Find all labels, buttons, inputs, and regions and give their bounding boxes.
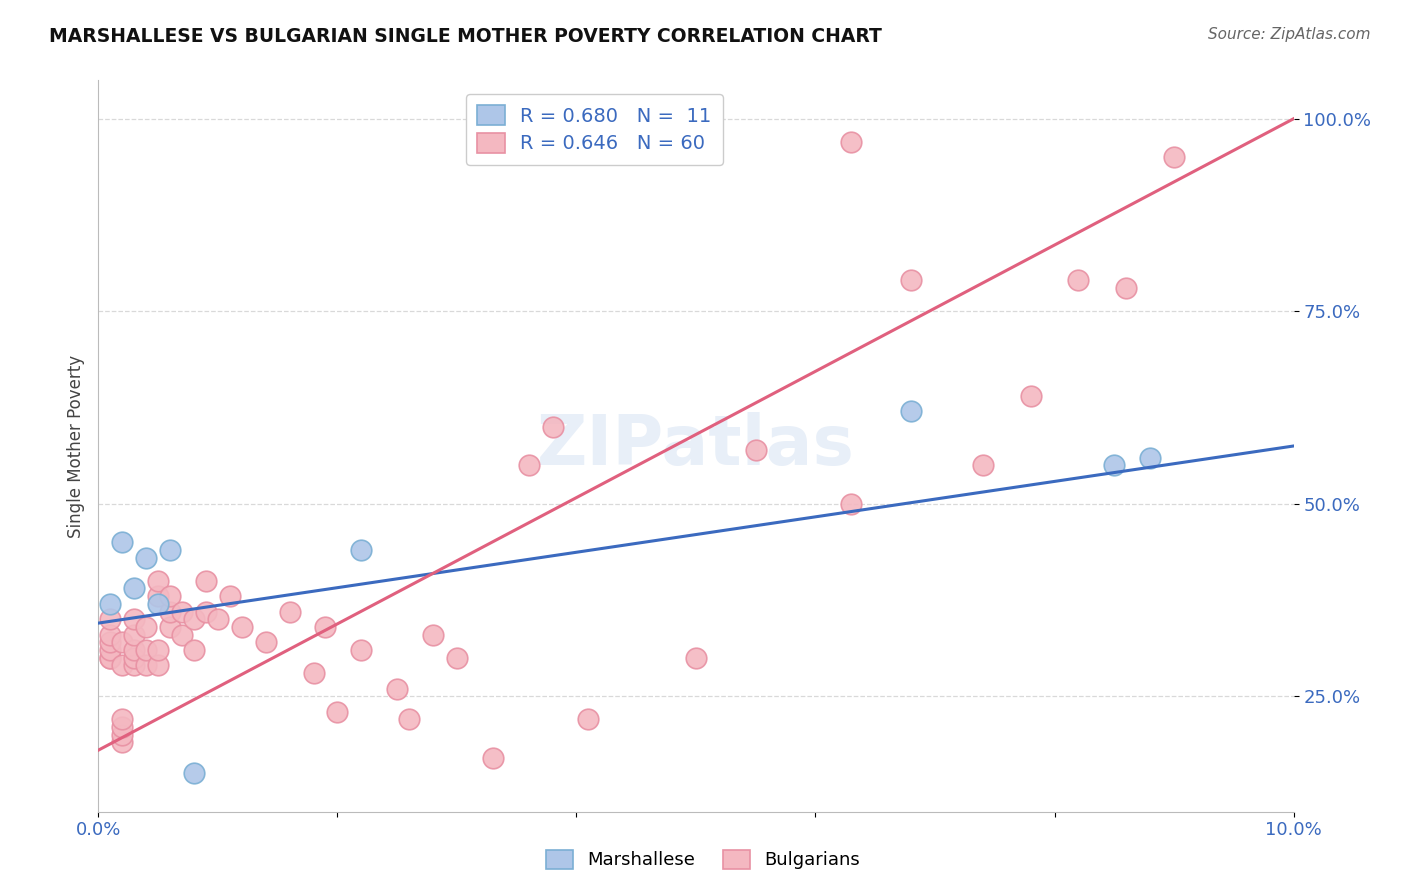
Point [900, 273, 922, 287]
Point [124, 612, 146, 626]
Point [135, 550, 157, 565]
Point [1163, 150, 1185, 164]
Point [207, 612, 229, 626]
Point [231, 620, 253, 634]
Point [124, 650, 146, 665]
Point [183, 766, 205, 780]
Point [135, 620, 157, 634]
Point [219, 589, 242, 603]
Point [111, 720, 134, 734]
Point [111, 735, 134, 749]
Point [1139, 450, 1161, 465]
Point [350, 543, 373, 558]
Point [517, 458, 540, 473]
Point [124, 643, 146, 657]
Point [111, 535, 134, 549]
Point [172, 605, 194, 619]
Point [148, 589, 170, 603]
Point [148, 574, 170, 588]
Point [111, 658, 134, 673]
Point [148, 643, 170, 657]
Text: ZIPatlas: ZIPatlas [537, 412, 855, 480]
Legend: R = 0.680   N =  11, R = 0.646   N = 60: R = 0.680 N = 11, R = 0.646 N = 60 [465, 94, 723, 165]
Point [541, 419, 564, 434]
Point [124, 627, 146, 641]
Point [135, 643, 157, 657]
Point [159, 605, 181, 619]
Point [148, 597, 170, 611]
Point [98, 612, 122, 626]
Point [446, 650, 468, 665]
Point [1067, 273, 1090, 287]
Point [195, 574, 218, 588]
Point [98, 597, 122, 611]
Point [159, 589, 181, 603]
Point [278, 605, 301, 619]
Point [578, 712, 600, 726]
Point [172, 627, 194, 641]
Point [98, 650, 122, 665]
Point [98, 635, 122, 649]
Point [124, 582, 146, 596]
Point [195, 605, 218, 619]
Point [685, 650, 707, 665]
Point [183, 612, 205, 626]
Text: Source: ZipAtlas.com: Source: ZipAtlas.com [1208, 27, 1371, 42]
Point [385, 681, 409, 696]
Text: MARSHALLESE VS BULGARIAN SINGLE MOTHER POVERTY CORRELATION CHART: MARSHALLESE VS BULGARIAN SINGLE MOTHER P… [49, 27, 882, 45]
Point [148, 658, 170, 673]
Point [745, 442, 768, 457]
Point [900, 404, 922, 418]
Legend: Marshallese, Bulgarians: Marshallese, Bulgarians [537, 841, 869, 879]
Point [422, 627, 444, 641]
Point [1019, 389, 1042, 403]
Point [111, 712, 134, 726]
Point [159, 543, 181, 558]
Point [1115, 281, 1137, 295]
Point [841, 135, 863, 149]
Point [183, 643, 205, 657]
Point [841, 497, 863, 511]
Point [254, 635, 277, 649]
Point [98, 627, 122, 641]
Point [98, 650, 122, 665]
Point [350, 643, 373, 657]
Point [124, 658, 146, 673]
Point [159, 620, 181, 634]
Point [972, 458, 994, 473]
Point [398, 712, 420, 726]
Y-axis label: Single Mother Poverty: Single Mother Poverty [66, 354, 84, 538]
Point [98, 643, 122, 657]
Point [111, 635, 134, 649]
Point [482, 751, 505, 765]
Point [315, 620, 337, 634]
Point [326, 705, 349, 719]
Point [1104, 458, 1126, 473]
Point [111, 728, 134, 742]
Point [302, 666, 325, 681]
Point [135, 658, 157, 673]
